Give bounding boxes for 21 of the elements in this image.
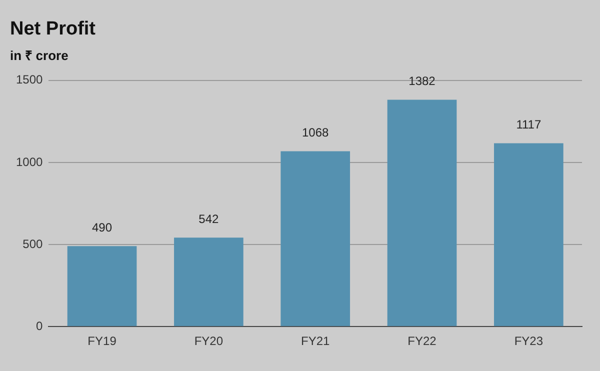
x-tick-label: FY20 (194, 334, 224, 348)
bar (387, 100, 457, 326)
bar (174, 238, 244, 326)
chart-title: Net Profit (10, 18, 96, 40)
x-tick-label: FY21 (301, 334, 330, 348)
chart-subtitle: in ₹ crore (10, 48, 68, 64)
x-tick-label: FY22 (408, 334, 437, 348)
data-label: 1117 (516, 118, 542, 132)
x-tick-label: FY19 (88, 334, 117, 348)
y-tick-label: 1000 (16, 154, 44, 169)
y-tick-label: 0 (36, 318, 44, 333)
y-tick-label: 1500 (16, 72, 44, 87)
data-label: 1382 (408, 74, 436, 88)
bar (280, 151, 350, 326)
y-tick-label: 500 (22, 236, 44, 251)
bar (67, 246, 137, 326)
data-label: 542 (198, 212, 220, 226)
data-label: 1068 (302, 126, 330, 140)
data-label: 490 (92, 220, 112, 234)
x-tick-label: FY23 (514, 334, 544, 348)
bar (494, 143, 564, 326)
